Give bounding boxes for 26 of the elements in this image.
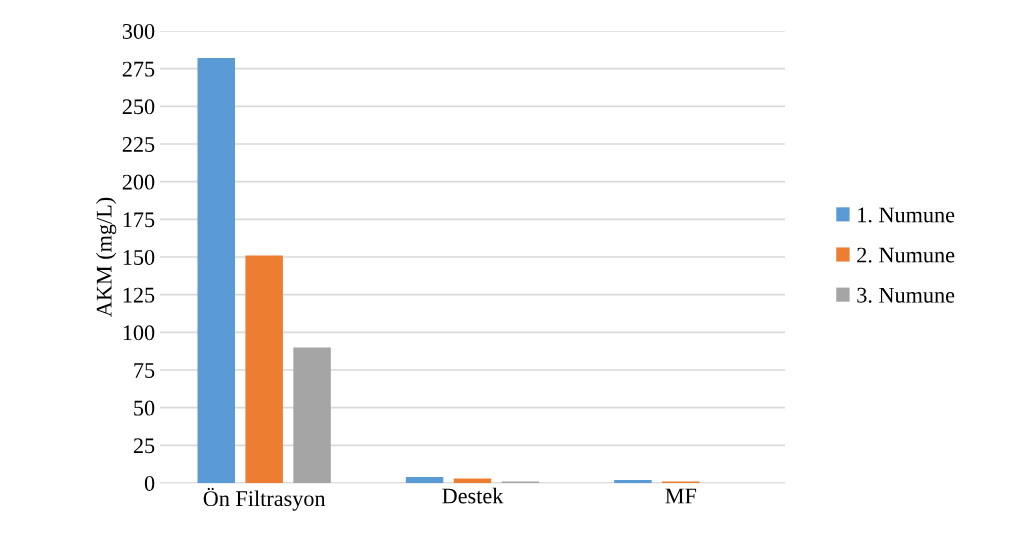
y-tick-label: 200 — [122, 174, 155, 190]
y-tick-label: 25 — [133, 438, 155, 454]
legend-label: 2. Numune — [857, 247, 955, 263]
bar — [453, 478, 492, 483]
y-tick-label: 225 — [122, 136, 155, 152]
y-tick-label: 100 — [123, 325, 155, 341]
x-tick-label: MF — [665, 488, 697, 504]
bar — [245, 255, 283, 483]
y-tick-label: 75 — [134, 363, 155, 378]
y-axis-title: AKM (mg/L) — [96, 197, 117, 317]
bar — [614, 479, 652, 483]
bar — [405, 476, 444, 483]
y-tick-label: 150 — [123, 249, 155, 265]
bar — [197, 58, 235, 483]
bar — [293, 347, 331, 483]
legend-label: 3. Numune — [857, 287, 955, 303]
y-tick-label: 250 — [122, 99, 155, 115]
y-tick-label: 0 — [144, 475, 155, 491]
y-tick-label: 175 — [123, 212, 155, 228]
y-tick-label: 125 — [123, 287, 155, 303]
y-tick-label: 300 — [122, 23, 155, 39]
y-tick-label: 275 — [122, 61, 155, 77]
legend-label: 1. Numune — [858, 207, 955, 223]
y-tick-label: 50 — [134, 400, 155, 416]
x-tick-label: Destek — [442, 487, 504, 504]
x-tick-label: Ön Filtrasyon — [203, 487, 326, 511]
